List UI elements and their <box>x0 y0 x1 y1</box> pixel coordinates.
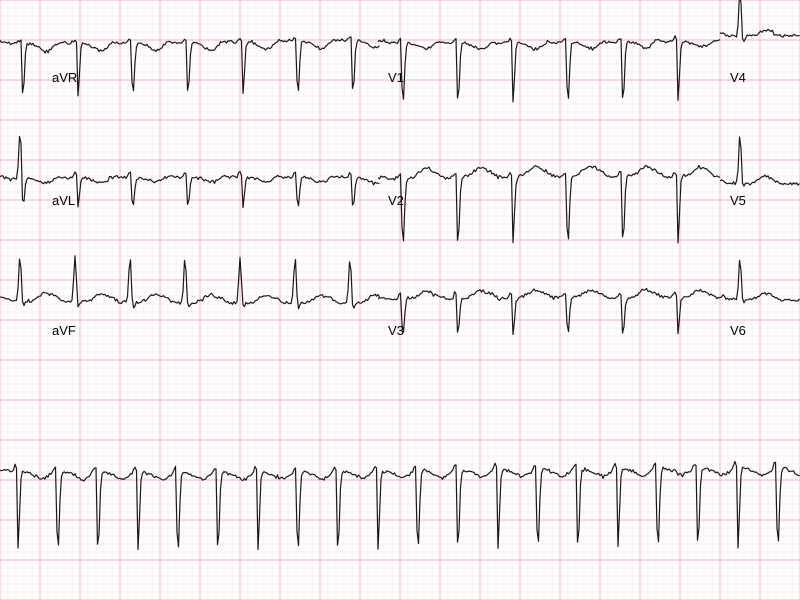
label-V2: V2 <box>388 193 404 208</box>
label-aVL: aVL <box>52 193 75 208</box>
label-V6: V6 <box>730 323 746 338</box>
label-V3: V3 <box>388 323 404 338</box>
label-aVR: aVR <box>52 70 77 85</box>
label-V5: V5 <box>730 193 746 208</box>
label-V4: V4 <box>730 70 746 85</box>
label-V1: V1 <box>388 70 404 85</box>
grid-major <box>0 0 800 600</box>
label-aVF: aVF <box>52 323 76 338</box>
ecg-canvas: aVR V1 V4 aVL V2 V5 aVF V3 V6 <box>0 0 800 600</box>
